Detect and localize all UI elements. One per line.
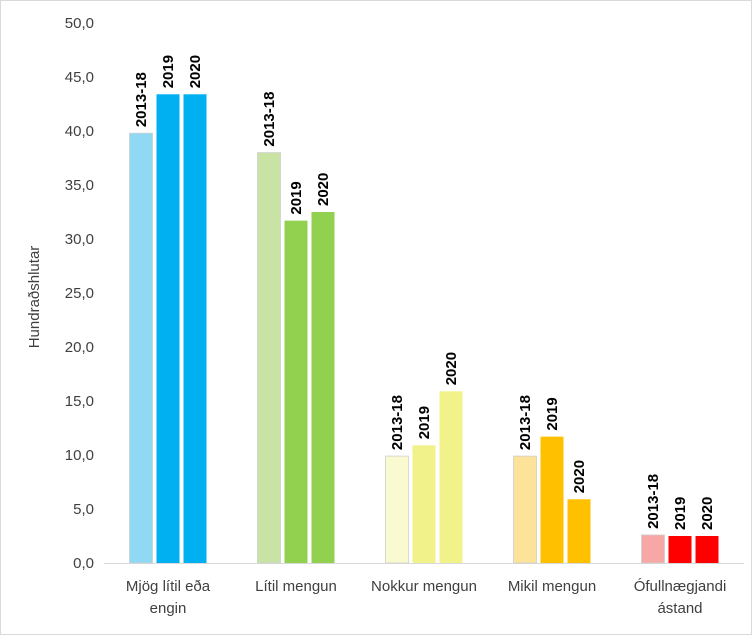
bar-data-label: 2019 xyxy=(672,497,689,530)
bar-data-label: 2020 xyxy=(187,55,204,88)
x-category-label: Mjög lítil eða xyxy=(126,578,211,595)
y-tick-label: 40,0 xyxy=(65,123,94,140)
x-category-label: Ófullnægjandi xyxy=(634,578,727,595)
axis-layer: 0,0 5,0 10,0 15,0 20,0 25,0 30,0 35,0 40,0 45,0 50… xyxy=(65,15,744,617)
bar xyxy=(385,455,409,564)
bar-data-label: 2013-18 xyxy=(389,395,406,450)
bar-data-label: 2019 xyxy=(288,181,305,214)
x-category-label: ástand xyxy=(657,600,702,617)
bar-data-label: 2013-18 xyxy=(133,72,150,127)
bar xyxy=(284,220,308,563)
bar xyxy=(156,94,180,563)
bar xyxy=(311,212,335,563)
y-tick-label: 10,0 xyxy=(65,447,94,464)
bar-data-label: 2019 xyxy=(160,55,177,88)
y-tick-label: 0,0 xyxy=(73,555,94,572)
y-tick-label: 5,0 xyxy=(73,501,94,518)
y-tick-label: 50,0 xyxy=(65,15,94,32)
label-layer: 2013-18 2019 2020 2013-18 2019 2020 2013-18 201… xyxy=(133,55,716,530)
bar-data-label: 2013-18 xyxy=(261,92,278,147)
y-tick-label: 20,0 xyxy=(65,339,94,356)
bar xyxy=(513,455,537,564)
y-tick-label: 35,0 xyxy=(65,177,94,194)
bar xyxy=(439,391,463,563)
y-tick-label: 15,0 xyxy=(65,393,94,410)
bar-data-label: 2020 xyxy=(571,460,588,493)
x-category-label: Mikil mengun xyxy=(508,578,596,595)
bar-data-label: 2019 xyxy=(544,397,561,430)
bar xyxy=(641,534,665,564)
x-category-label: Lítil mengun xyxy=(255,578,337,595)
x-category-label: Nokkur mengun xyxy=(371,578,477,595)
y-tick-label: 30,0 xyxy=(65,231,94,248)
bar xyxy=(129,132,153,564)
bar xyxy=(257,152,281,564)
bar xyxy=(412,445,436,563)
bar xyxy=(540,436,564,563)
bar-data-label: 2013-18 xyxy=(645,474,662,529)
bar-data-label: 2013-18 xyxy=(517,395,534,450)
bar-data-label: 2020 xyxy=(443,352,460,385)
bar xyxy=(567,499,591,563)
bar xyxy=(183,94,207,563)
bar-layer xyxy=(129,94,719,564)
y-axis-label: Hundraðshlutar xyxy=(26,246,43,349)
y-tick-label: 25,0 xyxy=(65,285,94,302)
y-tick-label: 45,0 xyxy=(65,69,94,86)
bar xyxy=(695,536,719,563)
x-category-label: engin xyxy=(150,600,187,617)
bar-data-label: 2020 xyxy=(315,173,332,206)
bar xyxy=(668,536,692,563)
bar-data-label: 2019 xyxy=(416,406,433,439)
bar-data-label: 2020 xyxy=(699,497,716,530)
